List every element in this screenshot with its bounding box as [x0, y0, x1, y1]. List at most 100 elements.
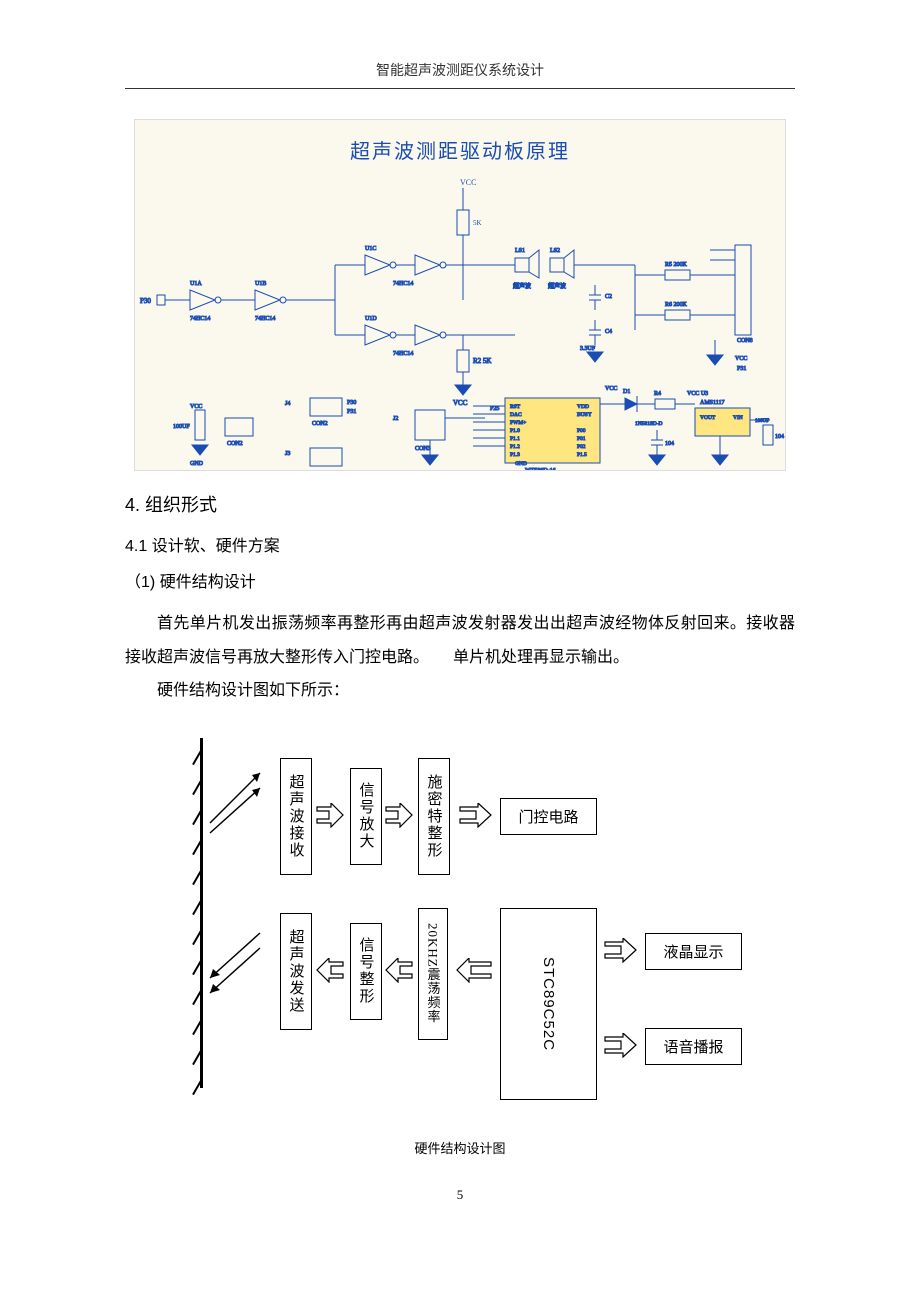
svg-text:1N5819D-D: 1N5819D-D — [635, 421, 663, 427]
svg-text:5K: 5K — [473, 219, 482, 227]
svg-text:74HC14: 74HC14 — [190, 316, 210, 322]
send-arrows-icon — [205, 918, 275, 998]
arrow-left-icon — [315, 958, 345, 983]
svg-text:R2 5K: R2 5K — [473, 357, 491, 365]
svg-text:LS2: LS2 — [550, 248, 560, 254]
svg-text:P1.0: P1.0 — [510, 428, 520, 434]
svg-text:DAC: DAC — [510, 412, 522, 418]
circuit-title: 超声波测距驱动板原理 — [350, 135, 570, 164]
section-4-1-heading: 4.1 设计软、硬件方案 — [125, 532, 795, 556]
arrow-left-icon — [455, 958, 493, 983]
arrow-right-icon — [458, 803, 493, 828]
svg-text:LS1: LS1 — [515, 248, 525, 254]
svg-text:P30: P30 — [347, 400, 356, 406]
svg-text:U1D: U1D — [365, 316, 377, 322]
svg-text:74HC14: 74HC14 — [255, 316, 275, 322]
svg-text:P1.2: P1.2 — [510, 444, 520, 450]
svg-text:J4: J4 — [285, 401, 290, 407]
svg-text:R4: R4 — [654, 391, 661, 397]
svg-text:P02: P02 — [577, 444, 586, 450]
svg-text:P00: P00 — [577, 428, 586, 434]
receive-arrows-icon — [205, 758, 275, 838]
svg-text:PWM+: PWM+ — [510, 420, 526, 426]
svg-text:VDD: VDD — [577, 404, 589, 410]
svg-text:D1: D1 — [623, 389, 630, 395]
svg-text:P1.3: P1.3 — [510, 452, 520, 458]
hardware-block-diagram: 超声波接收 信号放大 施密特整形 门控电路 超声波发送 信号整形 20KHZ震荡… — [180, 738, 740, 1118]
section-4-title: 组织形式 — [145, 495, 217, 515]
svg-text:超声波: 超声波 — [513, 282, 531, 290]
section-4-num: 4. — [125, 495, 140, 515]
arrow-right-icon — [384, 803, 414, 828]
item-1-heading: （1) 硬件结构设计 — [125, 568, 795, 592]
section-4-heading: 4. 组织形式 — [125, 491, 795, 517]
svg-text:100UF: 100UF — [755, 419, 769, 424]
circuit-svg: VCC 5K P30 U1A 74HC14 U1B 74 — [135, 170, 785, 470]
svg-text:CON2: CON2 — [227, 441, 243, 447]
svg-text:C4: C4 — [605, 329, 612, 335]
svg-text:VCC: VCC — [605, 386, 617, 392]
svg-text:J3: J3 — [285, 451, 290, 457]
arrow-right-icon — [315, 803, 345, 828]
paragraph-2: 硬件结构设计图如下所示： — [125, 674, 795, 708]
svg-text:R5 200K: R5 200K — [665, 262, 688, 268]
svg-text:R6 200K: R6 200K — [665, 302, 688, 308]
svg-text:P1.1: P1.1 — [510, 436, 520, 442]
svg-text:VCC: VCC — [735, 356, 747, 362]
circuit-schematic-figure: 超声波测距驱动板原理 VCC 5K P30 U1A 74HC14 — [134, 119, 786, 471]
box-gate-circuit: 门控电路 — [500, 798, 597, 835]
svg-text:74HC14: 74HC14 — [393, 351, 413, 357]
svg-text:CON8: CON8 — [737, 338, 753, 344]
svg-text:GND: GND — [190, 461, 204, 467]
page-number: 5 — [125, 1187, 795, 1203]
svg-text:VCC U3: VCC U3 — [687, 391, 708, 397]
item-1-title: 硬件结构设计 — [160, 574, 256, 591]
svg-text:P1.5: P1.5 — [577, 452, 587, 458]
svg-text:CON3: CON3 — [415, 446, 431, 452]
item-1-num: （1) — [125, 574, 155, 591]
svg-text:U1C: U1C — [365, 246, 376, 252]
box-mcu: STC89C52C — [500, 908, 597, 1100]
svg-text:74HC14: 74HC14 — [393, 281, 413, 287]
arrow-right-icon — [603, 1033, 638, 1058]
section-4-1-num: 4.1 — [125, 538, 147, 555]
box-lcd: 液晶显示 — [645, 933, 742, 970]
svg-text:104: 104 — [665, 441, 674, 447]
svg-text:P31: P31 — [347, 409, 356, 415]
svg-text:100UF: 100UF — [173, 424, 190, 430]
box-ultrasonic-receive: 超声波接收 — [280, 758, 312, 875]
svg-text:VCC: VCC — [190, 404, 202, 410]
svg-text:RST: RST — [510, 404, 521, 410]
svg-text:3.3UF: 3.3UF — [580, 346, 596, 352]
svg-text:U1B: U1B — [255, 281, 266, 287]
svg-text:VCC: VCC — [460, 178, 476, 187]
svg-text:C2: C2 — [605, 294, 612, 300]
section-4-1-title: 设计软、硬件方案 — [152, 538, 280, 555]
svg-text:P25: P25 — [490, 406, 499, 412]
box-20khz-osc: 20KHZ震荡频率 — [418, 908, 448, 1040]
arrow-right-icon — [603, 938, 638, 963]
paragraph-1: 首先单片机发出振荡频率再整形再由超声波发射器发出出超声波经物体反射回来。接收器接… — [125, 607, 795, 674]
svg-text:P30: P30 — [140, 297, 151, 305]
svg-text:CON2: CON2 — [312, 421, 328, 427]
svg-text:U1A: U1A — [190, 281, 202, 287]
svg-text:VOUT: VOUT — [700, 415, 716, 421]
svg-text:BUSY: BUSY — [577, 412, 592, 418]
box-signal-amp: 信号放大 — [350, 768, 382, 865]
svg-text:104: 104 — [775, 434, 784, 440]
svg-text:WT588D-16: WT588D-16 — [525, 468, 556, 470]
arrow-left-icon — [384, 958, 414, 983]
svg-text:GND: GND — [515, 461, 527, 467]
svg-text:VCC: VCC — [453, 399, 468, 407]
document-page: 智能超声波测距仪系统设计 超声波测距驱动板原理 VCC 5K P30 U1A 7… — [0, 0, 920, 1243]
svg-text:AMS1117: AMS1117 — [700, 400, 725, 406]
box-signal-shape: 信号整形 — [350, 923, 382, 1020]
svg-text:VIN: VIN — [733, 415, 743, 421]
svg-text:P01: P01 — [577, 436, 586, 442]
svg-text:J2: J2 — [393, 416, 398, 422]
svg-text:P31: P31 — [737, 366, 746, 372]
box-ultrasonic-send: 超声波发送 — [280, 913, 312, 1030]
box-voice: 语音播报 — [645, 1028, 742, 1065]
box-schmitt: 施密特整形 — [418, 758, 450, 875]
figure-caption: 硬件结构设计图 — [125, 1138, 795, 1157]
